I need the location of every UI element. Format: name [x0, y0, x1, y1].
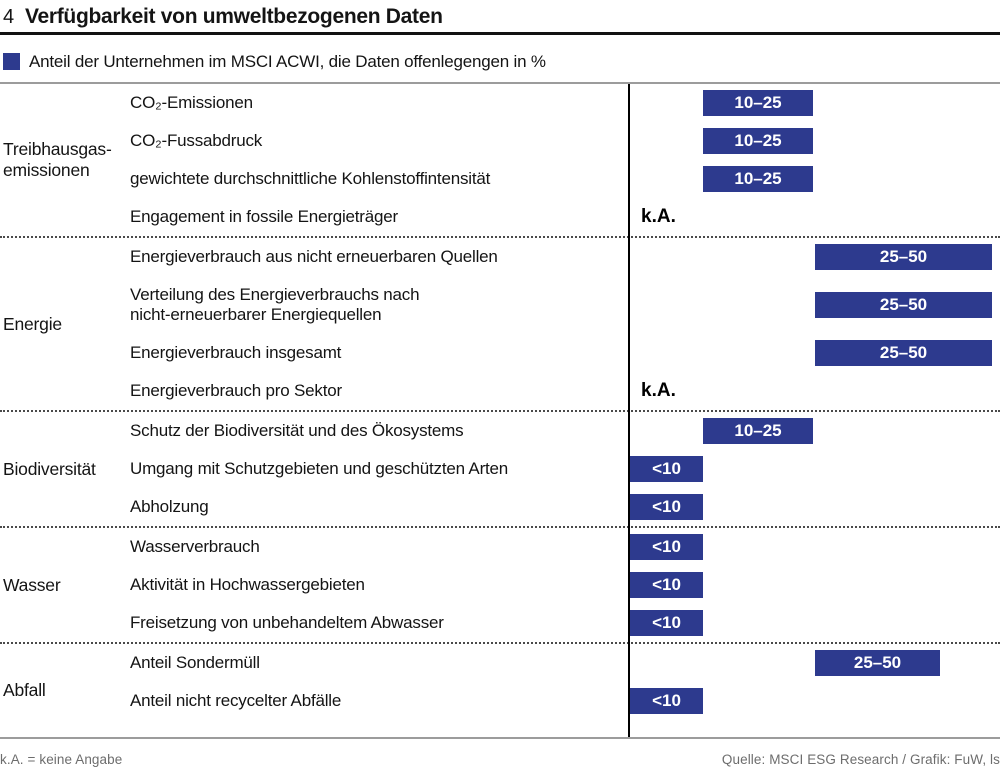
legend: Anteil der Unternehmen im MSCI ACWI, die… [0, 35, 1000, 84]
row-label: Anteil Sondermüll [130, 653, 260, 673]
bar-value-label: 10–25 [734, 421, 782, 440]
table-row: Verteilung des Energieverbrauchs nach ni… [130, 276, 1000, 334]
bar-value-label: <10 [652, 575, 681, 594]
bar-25-50: 25–50 [815, 650, 940, 676]
footnote-abbreviation: k.A. = keine Angabe [0, 752, 123, 767]
group-label: Treibhausgas- emissionen [3, 139, 112, 180]
bar-lt-10: <10 [630, 572, 703, 598]
table-row: Energieverbrauch pro Sektor k.A. [130, 372, 1000, 410]
table-row: Freisetzung von unbehandeltem Abwasser <… [130, 604, 1000, 642]
bar-value-label: <10 [652, 613, 681, 632]
group-energie: Energie Energieverbrauch aus nicht erneu… [0, 236, 1000, 410]
group-label: Biodiversität [3, 458, 96, 479]
bar-lt-10: <10 [630, 688, 703, 714]
table-row: Aktivität in Hochwassergebieten <10 [130, 566, 1000, 604]
footer: k.A. = keine Angabe Quelle: MSCI ESG Res… [0, 737, 1000, 768]
table-row: Umgang mit Schutzgebieten und geschützte… [130, 450, 1000, 488]
table-row: Schutz der Biodiversität und des Ökosyst… [130, 412, 1000, 450]
group-wasser: Wasser Wasserverbrauch <10 Aktivität in … [0, 526, 1000, 642]
page-title: Verfügbarkeit von umweltbezogenen Daten [24, 5, 443, 28]
table-row: Energieverbrauch insgesamt 25–50 [130, 334, 1000, 372]
bar-lt-10: <10 [630, 494, 703, 520]
bar-10-25: 10–25 [703, 166, 813, 192]
row-label: Energieverbrauch aus nicht erneuerbaren … [130, 247, 498, 267]
table-row: Anteil Sondermüll 25–50 [130, 644, 1000, 682]
bar-10-25: 10–25 [703, 128, 813, 154]
table-row: Energieverbrauch aus nicht erneuerbaren … [130, 238, 1000, 276]
table-row: gewichtete durchschnittliche Kohlenstoff… [130, 160, 1000, 198]
row-label: gewichtete durchschnittliche Kohlenstoff… [130, 169, 491, 189]
bar-lt-10: <10 [630, 534, 703, 560]
no-data-label: k.A. [641, 380, 676, 401]
group-label: Abfall [3, 680, 46, 700]
bar-lt-10: <10 [630, 610, 703, 636]
row-label: Schutz der Biodiversität und des Ökosyst… [130, 421, 464, 441]
row-label: Verteilung des Energieverbrauchs nach ni… [130, 285, 420, 324]
row-label: Engagement in fossile Energieträger [130, 207, 398, 227]
group-treibhausgasemissionen: Treibhausgas- emissionen CO₂-Emissionen … [0, 84, 1000, 236]
row-label: CO₂-Emissionen [130, 93, 253, 113]
bar-value-label: 25–50 [879, 343, 928, 362]
chart-body: Treibhausgas- emissionen CO₂-Emissionen … [0, 84, 1000, 737]
row-label: Wasserverbrauch [130, 537, 260, 557]
bar-value-label: 25–50 [879, 295, 928, 314]
bar-25-50: 25–50 [815, 244, 992, 270]
legend-swatch-icon [3, 53, 20, 70]
row-label: Freisetzung von unbehandeltem Abwasser [130, 613, 444, 633]
group-label: Energie [3, 313, 62, 334]
bar-10-25: 10–25 [703, 418, 813, 444]
table-row: Abholzung <10 [130, 488, 1000, 526]
legend-label: Anteil der Unternehmen im MSCI ACWI, die… [29, 51, 546, 71]
table-row: CO₂-Fussabdruck 10–25 [130, 122, 1000, 160]
bar-value-label: 10–25 [734, 131, 782, 150]
axis-line [628, 84, 630, 737]
bar-value-label: 10–25 [734, 169, 782, 188]
chart-number: 4 [3, 5, 14, 28]
no-data-label: k.A. [641, 206, 676, 227]
group-biodiversitaet: Biodiversität Schutz der Biodiversität u… [0, 410, 1000, 526]
row-label: CO₂-Fussabdruck [130, 131, 263, 151]
bar-25-50: 25–50 [815, 340, 992, 366]
row-label: Abholzung [130, 497, 209, 517]
source-credit: Quelle: MSCI ESG Research / Grafik: FuW,… [721, 752, 1000, 767]
bar-value-label: <10 [652, 537, 681, 556]
chart-header: 4 Verfügbarkeit von umweltbezogenen Date… [0, 0, 1000, 35]
table-row: CO₂-Emissionen 10–25 [130, 84, 1000, 122]
bar-value-label: 10–25 [734, 93, 782, 112]
row-label: Energieverbrauch insgesamt [130, 343, 342, 363]
bar-value-label: 25–50 [879, 247, 928, 266]
table-row: Anteil nicht recycelter Abfälle <10 [130, 682, 1000, 720]
bar-lt-10: <10 [630, 456, 703, 482]
table-row: Wasserverbrauch <10 [130, 528, 1000, 566]
bar-value-label: 25–50 [853, 653, 902, 672]
bar-10-25: 10–25 [703, 90, 813, 116]
row-label: Anteil nicht recycelter Abfälle [130, 691, 342, 711]
group-label: Wasser [3, 574, 61, 595]
group-abfall: Abfall Anteil Sondermüll 25–50 Anteil ni… [0, 642, 1000, 737]
row-label: Aktivität in Hochwassergebieten [130, 575, 365, 595]
bar-25-50: 25–50 [815, 292, 992, 318]
row-label: Energieverbrauch pro Sektor [130, 381, 342, 401]
table-row: Engagement in fossile Energieträger k.A. [130, 198, 1000, 236]
bar-value-label: <10 [652, 459, 681, 478]
row-label: Umgang mit Schutzgebieten und geschützte… [130, 459, 509, 479]
bar-value-label: <10 [652, 691, 681, 710]
bar-value-label: <10 [652, 497, 681, 516]
